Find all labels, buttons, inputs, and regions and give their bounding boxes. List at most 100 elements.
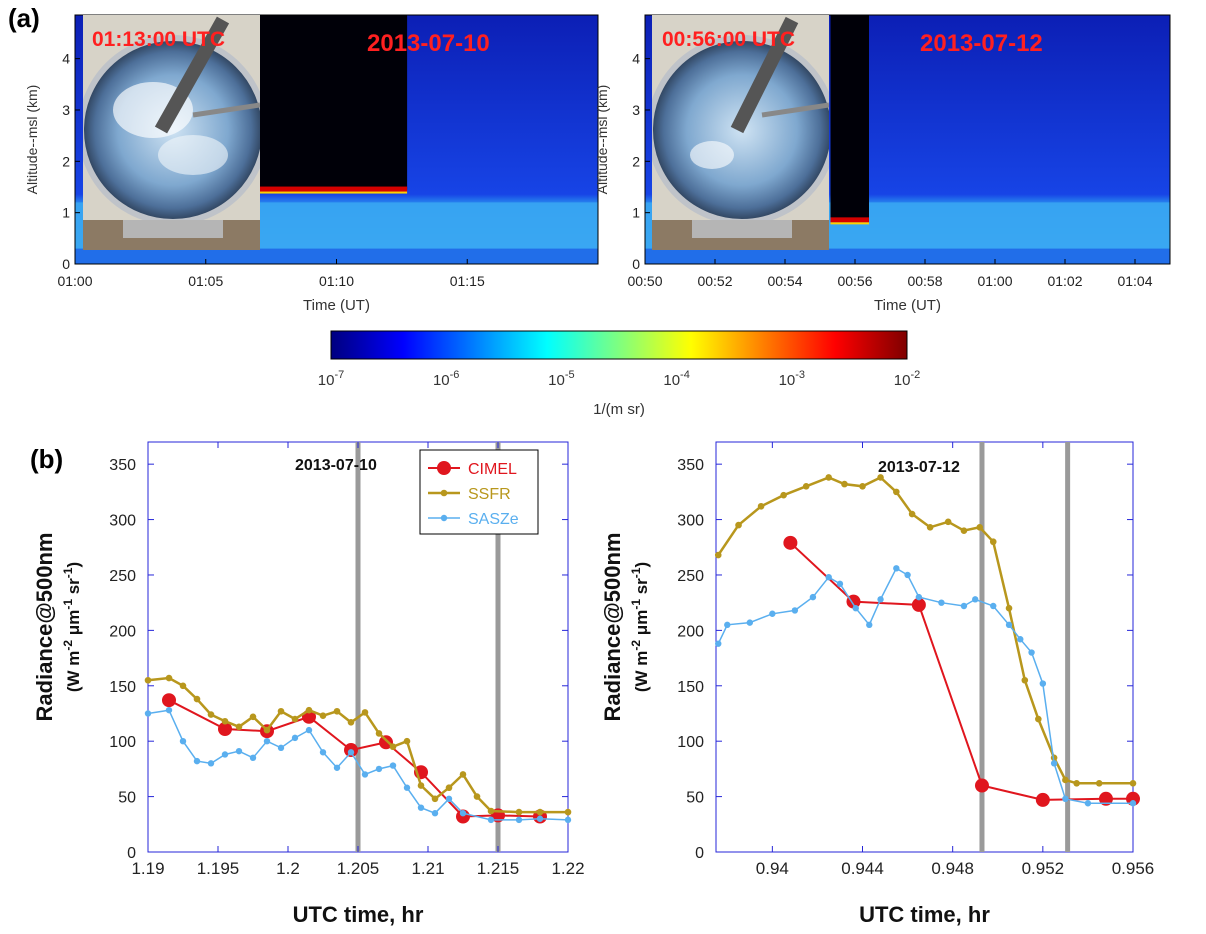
data-point-sasze [724, 621, 731, 629]
data-point-sasze [263, 737, 271, 745]
ytick-label: 150 [677, 679, 704, 696]
date-label-2: 2013-07-12 [920, 30, 1043, 57]
ytick-label: 200 [677, 623, 704, 640]
data-point-sasze [333, 764, 341, 771]
yaxis-title: Radiance@500nm [600, 533, 625, 722]
data-point-ssfr [1073, 779, 1080, 787]
lidar-panel: (a) 0 1 2 3 4 01:00 01:05 01:10 01:15 Altitude--m… [8, 3, 1171, 418]
data-point-sasze [193, 757, 201, 765]
data-point-ssfr [249, 713, 257, 721]
data-point-ssfr [989, 538, 997, 546]
data-point-sasze [960, 602, 968, 610]
ytick-label: 300 [109, 513, 136, 530]
yaxis-title: Altitude--msl (km) [594, 85, 610, 195]
data-point-sasze [564, 816, 572, 824]
data-point-sasze [361, 771, 369, 778]
ytick-label: 300 [677, 513, 704, 530]
xtick-label: 1.21 [411, 859, 444, 878]
cloud-base [258, 186, 408, 192]
data-point-ssfr [417, 782, 425, 789]
data-point-sasze [207, 760, 215, 767]
data-point-sasze [179, 737, 187, 745]
data-point-sasze [852, 605, 859, 612]
xtick-label: 01:05 [188, 273, 223, 289]
data-point-sasze [347, 749, 355, 756]
data-point-ssfr [960, 527, 968, 534]
colorbar: 10-7 10-6 10-5 10-4 10-3 10-2 1/(m sr) [318, 330, 920, 418]
data-point-sasze [291, 734, 299, 742]
data-point-cimel [162, 693, 176, 708]
data-point-ssfr [473, 793, 481, 800]
cloud-base [830, 217, 869, 223]
data-point-ssfr [926, 524, 934, 531]
series-line-ssfr [147, 676, 568, 814]
data-point-ssfr [333, 707, 341, 715]
yaxis-unit: (W m-2 μm-1 sr-1) [629, 562, 651, 692]
legend-label: CIMEL [468, 461, 517, 478]
data-point-sasze [403, 784, 411, 791]
lidar-frame [644, 14, 1171, 265]
data-point-sasze [893, 565, 900, 572]
fisheye-photo-icon [647, 15, 837, 250]
ytick-label: 150 [109, 679, 136, 696]
data-point-sasze [809, 593, 817, 601]
ytick-label: 2 [62, 153, 70, 169]
data-point-cimel [1098, 791, 1113, 806]
ytick-label: 0 [695, 845, 704, 862]
ytick-label: 0 [127, 845, 136, 862]
panel-b-label: (b) [30, 444, 63, 474]
data-point-sasze [866, 621, 873, 629]
xtick-label: 0.956 [1112, 859, 1155, 878]
data-point-ssfr [165, 674, 173, 682]
ytick-label: 350 [677, 457, 704, 474]
data-point-ssfr [1005, 604, 1013, 612]
data-point-sasze [1005, 621, 1013, 629]
xtick-label: 00:52 [697, 273, 732, 289]
data-point-sasze [1129, 800, 1137, 807]
data-point-sasze [375, 765, 383, 773]
ytick-label: 50 [118, 790, 136, 807]
data-point-ssfr [564, 808, 572, 816]
data-point-sasze [165, 706, 173, 714]
xtick-label: 01:15 [450, 273, 485, 289]
xtick-label: 1.205 [337, 859, 380, 878]
data-point-sasze [904, 571, 911, 579]
xtick-label: 1.19 [131, 859, 164, 878]
data-point-sasze [1062, 795, 1069, 803]
xtick-label: 00:58 [907, 273, 942, 289]
data-point-ssfr [389, 743, 397, 751]
date-label-1: 2013-07-10 [367, 30, 490, 57]
sky-camera-image-2 [647, 15, 837, 250]
colorbar-label: 1/(m sr) [593, 401, 645, 418]
camera-time-label-2: 00:56:00 UTC [662, 28, 796, 51]
colorbar-tick-label: 10-2 [894, 369, 920, 389]
data-point-ssfr [291, 715, 299, 723]
xaxis-title: UTC time, hr [859, 902, 990, 927]
data-point-cimel [974, 778, 989, 793]
legend-label: SSFR [468, 486, 511, 503]
colorbar-tick-label: 10-4 [663, 369, 689, 389]
data-point-sasze [389, 762, 397, 769]
data-point-ssfr [757, 502, 765, 510]
data-point-ssfr [802, 483, 810, 490]
data-point-cimel [379, 735, 393, 750]
ytick-label: 50 [686, 790, 704, 807]
data-point-sasze [431, 810, 439, 817]
data-point-ssfr [515, 808, 523, 816]
data-point-ssfr [487, 807, 495, 815]
ytick-label: 3 [62, 102, 70, 118]
data-point-sasze [515, 816, 523, 824]
xtick-label: 01:10 [319, 273, 354, 289]
data-point-ssfr [536, 808, 544, 816]
data-point-sasze [938, 599, 945, 606]
data-point-ssfr [193, 695, 201, 703]
xtick-label: 0.952 [1022, 859, 1065, 878]
data-point-sasze [1050, 760, 1058, 767]
ytick-label: 100 [677, 734, 704, 751]
data-point-ssfr [263, 726, 271, 734]
ytick-label: 200 [109, 623, 136, 640]
xtick-label: 0.94 [756, 859, 789, 878]
data-point-ssfr [305, 706, 313, 714]
legend-marker [440, 514, 448, 522]
fisheye-photo-icon [78, 15, 268, 250]
